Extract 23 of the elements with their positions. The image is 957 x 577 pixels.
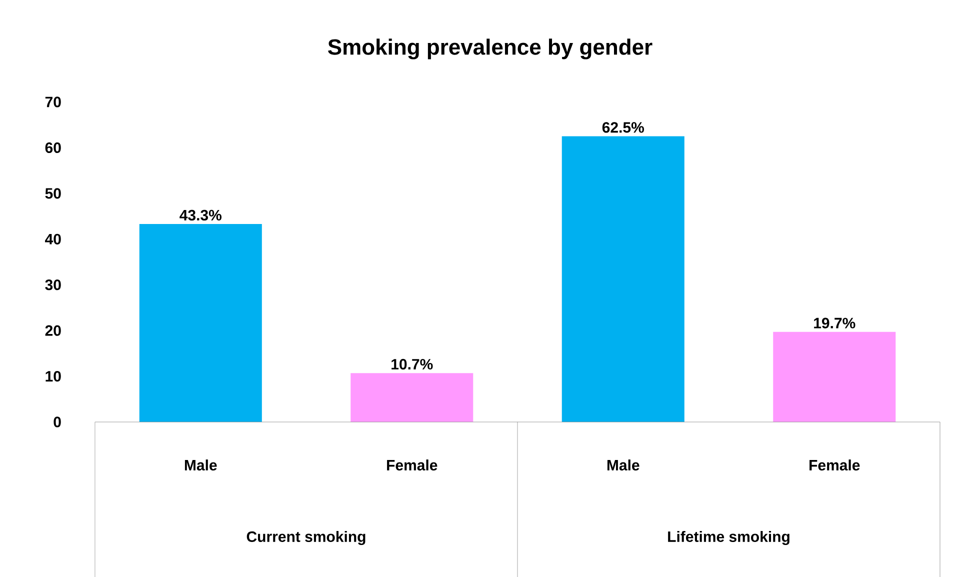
- y-tick-label: 20: [45, 325, 61, 336]
- bar: [773, 332, 896, 422]
- x-tick-label: Male: [607, 459, 640, 470]
- text: Lifetime smoking: [668, 530, 790, 546]
- data-label: 10.7%: [392, 358, 433, 370]
- y-tick-label: 40: [45, 234, 61, 244]
- y-tick-label: 60: [45, 142, 61, 154]
- x-tick-label: Female: [387, 459, 438, 470]
- bar: [139, 224, 262, 422]
- bar: [562, 136, 684, 422]
- x-tick-label: Female: [810, 459, 860, 470]
- y-tick-label: 70: [45, 96, 61, 108]
- data-label: 62.5%: [602, 122, 644, 133]
- chart-title: Smoking prevalence by gender: [328, 38, 652, 60]
- text: Current smoking: [246, 530, 366, 546]
- y-tick-label: 50: [45, 188, 61, 199]
- bar: [350, 373, 474, 422]
- y-tick-label: 30: [45, 280, 61, 290]
- y-tick-label: 10: [46, 370, 61, 382]
- x-tick-label: Male: [184, 459, 217, 470]
- data-label: 43.3%: [180, 210, 222, 221]
- data-label: 19.7%: [814, 318, 856, 328]
- y-tick-label: 0: [54, 416, 61, 428]
